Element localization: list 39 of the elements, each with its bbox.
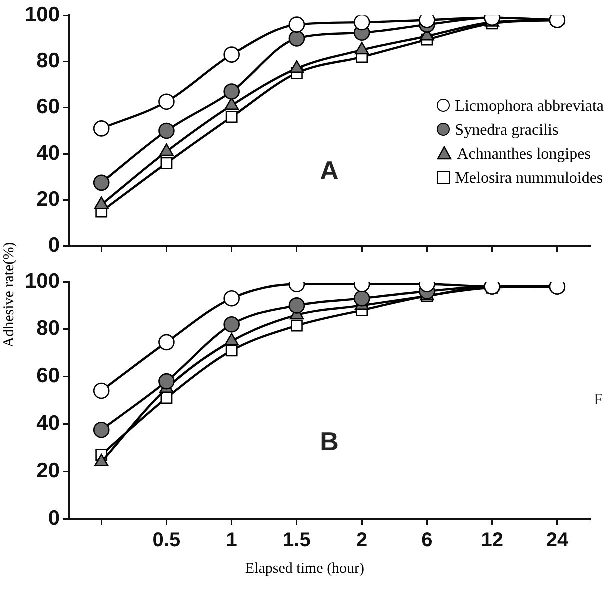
point: [224, 46, 240, 63]
y-tick-label: 100: [24, 3, 60, 26]
annotation: A: [320, 156, 340, 186]
annotation: B: [320, 426, 339, 456]
point: [288, 30, 306, 47]
y-tick-label: 20: [36, 188, 60, 212]
y-tick-label: 60: [36, 364, 60, 388]
x-tick-label: 12: [481, 530, 504, 552]
point: [354, 16, 370, 31]
point: [93, 120, 110, 137]
y-tick-label: 40: [36, 142, 60, 165]
y-tick-label: 0: [48, 234, 60, 258]
point: [226, 111, 238, 124]
legend-label: Synedra gracilis: [454, 121, 560, 141]
text: F: [594, 392, 604, 409]
y-tick-label: 20: [36, 459, 60, 482]
point: [160, 157, 173, 170]
y-axis-title: Adhesive rate(%): [2, 242, 18, 348]
point: [158, 94, 175, 110]
x-tick-label: 0.5: [152, 530, 181, 552]
x-tick-label: 2: [356, 530, 368, 552]
y-tick-label: 0: [48, 506, 60, 530]
y-tick-label: 80: [36, 50, 60, 73]
legend-label: Melosira nummuloides: [454, 169, 604, 189]
x-tick-label: 1.5: [283, 530, 311, 552]
x-tick-label: 6: [422, 530, 433, 552]
x-tick-label: 24: [546, 530, 570, 552]
x-tick-label: 1: [226, 530, 238, 552]
point: [224, 84, 240, 100]
legend-label: Licmophora abbreviata: [454, 97, 604, 117]
point: [93, 174, 110, 192]
y-tick-label: 60: [36, 96, 60, 119]
y-tick-label: 80: [36, 317, 60, 340]
legend-label: Achnanthes longipes: [456, 145, 592, 165]
y-tick-label: 40: [36, 412, 60, 435]
y-tick-label: 100: [24, 270, 60, 293]
point: [158, 122, 175, 140]
x-axis-title: Elapsed time (hour): [244, 561, 366, 578]
point: [288, 16, 306, 33]
